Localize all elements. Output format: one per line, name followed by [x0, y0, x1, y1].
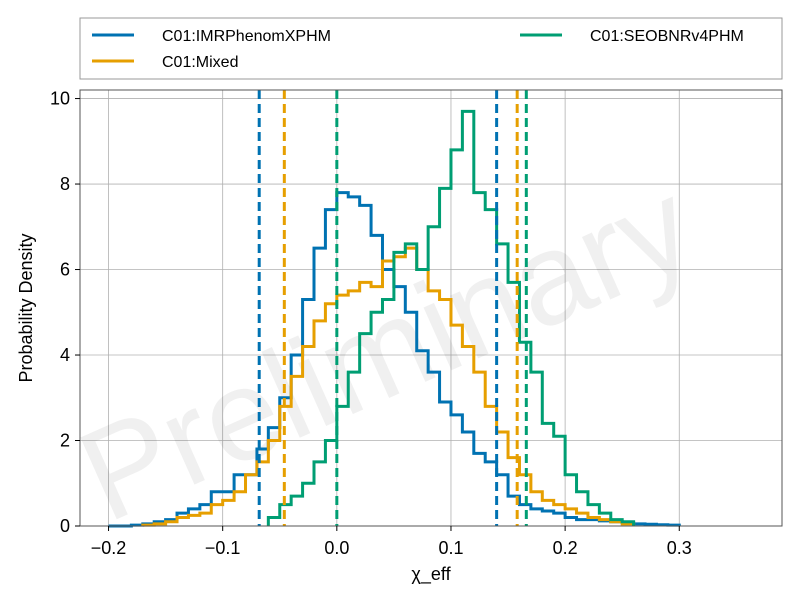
y-tick-label-1: 2 — [60, 431, 70, 451]
legend-label-0: C01:IMRPhenomXPHM — [162, 28, 331, 45]
credible-interval-lines — [257, 90, 528, 526]
series-layer — [108, 109, 681, 528]
x-tick-label-4: 0.2 — [553, 538, 578, 558]
legend: C01:IMRPhenomXPHM C01:Mixed C01:SEOBNRv4PH… — [79, 17, 783, 80]
x-tick-label-5: 0.3 — [667, 538, 692, 558]
y-tick-label-3: 6 — [60, 260, 70, 280]
y-axis-ticks: 0 2 4 6 8 10 — [50, 89, 80, 536]
histogram-series-2 — [266, 109, 636, 526]
x-axis-label: χ_eff — [411, 564, 451, 585]
legend-box — [79, 17, 783, 80]
y-tick-label-5: 10 — [50, 89, 70, 109]
x-tick-label-3: 0.1 — [438, 538, 463, 558]
watermark-layer: Preliminary — [59, 151, 712, 549]
y-axis-label: Probability Density — [16, 233, 36, 382]
histogram-series-1 — [141, 246, 636, 527]
x-tick-label-2: 0.0 — [324, 538, 349, 558]
plot-frame — [79, 89, 783, 527]
y-tick-label-2: 4 — [60, 345, 70, 365]
legend-label-2: C01:SEOBNRv4PHM — [590, 28, 744, 45]
y-tick-label-0: 0 — [60, 516, 70, 536]
x-axis-ticks: −0.2 −0.1 0.0 0.1 0.2 0.3 — [91, 526, 692, 558]
watermark-text: Preliminary — [59, 151, 712, 549]
y-tick-label-4: 8 — [60, 174, 70, 194]
x-tick-label-1: −0.1 — [205, 538, 241, 558]
legend-label-1: C01:Mixed — [162, 54, 238, 71]
x-tick-label-0: −0.2 — [91, 538, 127, 558]
